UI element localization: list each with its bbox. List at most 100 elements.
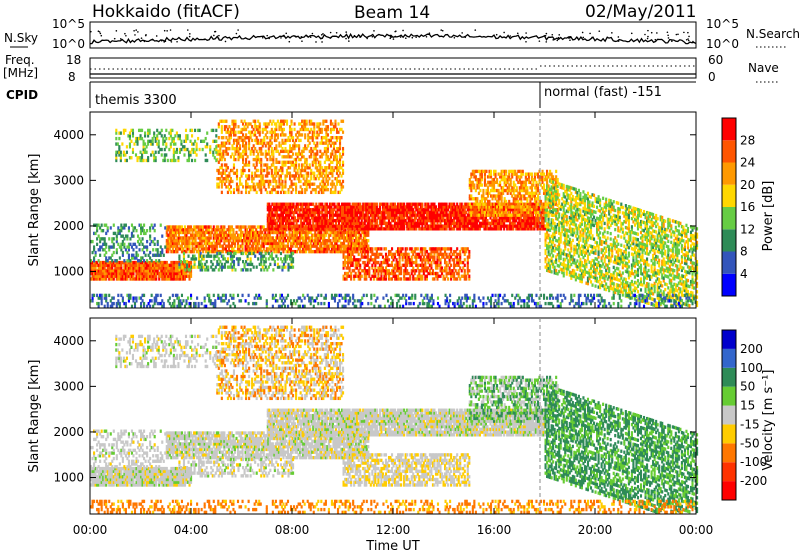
power-cell (255, 239, 258, 243)
nsearch-point (474, 29, 477, 31)
power-cell (310, 216, 313, 220)
power-cell (358, 230, 361, 235)
power-cell (397, 266, 400, 270)
power-cell (283, 218, 286, 223)
power-cell (507, 208, 510, 212)
power-cell (400, 202, 403, 206)
power-cell (466, 263, 469, 267)
power-cell (176, 263, 179, 267)
power-cell (390, 277, 394, 281)
power-cell (317, 233, 320, 237)
power-cell (173, 244, 176, 248)
power-cell (220, 185, 223, 189)
power-cell (525, 224, 528, 228)
power-cell (330, 230, 333, 235)
power-cell (339, 205, 342, 209)
power-cell (155, 274, 158, 278)
power-cell (246, 230, 249, 235)
power-cell (409, 277, 412, 281)
power-cell (433, 271, 436, 276)
power-cell (91, 274, 94, 278)
power-cell (133, 260, 137, 265)
power-cell (167, 263, 170, 267)
power-cell (275, 171, 278, 175)
power-cell (457, 213, 460, 217)
power-cell (257, 130, 260, 134)
power-cell (392, 213, 395, 217)
power-cell (289, 213, 292, 217)
power-cell (437, 218, 441, 223)
power-cell (193, 233, 196, 237)
power-cell (318, 205, 321, 209)
power-cell (120, 277, 123, 281)
power-cell (228, 133, 231, 137)
power-cell (463, 252, 466, 257)
power-cell (299, 244, 302, 248)
power-cell (260, 149, 263, 154)
power-cell (173, 228, 176, 232)
power-cell (418, 263, 421, 267)
power-cell (279, 125, 282, 129)
power-cell (354, 249, 357, 254)
power-cell (257, 127, 260, 132)
power-cell (126, 271, 129, 276)
power-cell (270, 122, 273, 126)
power-cell (228, 136, 231, 140)
power-cell (271, 218, 274, 223)
power-cell (469, 216, 472, 220)
power-cell (287, 152, 290, 156)
power-cell (212, 236, 215, 240)
power-cell (316, 216, 319, 220)
power-cell (295, 221, 298, 226)
power-cell (439, 247, 442, 251)
nsearch-point (283, 35, 285, 38)
power-cell (273, 138, 276, 143)
nsearch-point (224, 40, 227, 43)
power-cell (433, 247, 436, 251)
power-cell (158, 274, 161, 278)
power-cell (114, 269, 117, 273)
power-cell (257, 185, 260, 189)
power-cell (267, 247, 270, 251)
power-cell (251, 130, 254, 134)
power-cell (387, 258, 391, 262)
power-cell (246, 122, 249, 126)
power-cell (465, 224, 468, 228)
power-cell (317, 239, 320, 243)
power-cell (191, 228, 194, 232)
power-cell (353, 221, 356, 226)
power-cell (338, 244, 341, 248)
power-cell (153, 274, 156, 278)
power-cell (112, 263, 115, 267)
power-cell (283, 244, 287, 248)
power-cell (353, 230, 356, 235)
power-cell (457, 269, 460, 273)
power-cell (293, 146, 296, 151)
power-cell (203, 247, 206, 251)
power-cell (243, 236, 246, 240)
power-cell (434, 210, 438, 215)
power-cell (290, 210, 294, 215)
power-cell (232, 127, 236, 132)
power-cell (313, 218, 316, 223)
power-cell (466, 258, 469, 262)
power-cell (309, 239, 312, 243)
power-cell (267, 166, 270, 170)
power-cell (327, 205, 330, 209)
power-cell (127, 271, 130, 276)
power-cell (344, 208, 347, 212)
power-cell (295, 160, 298, 164)
power-cell (372, 213, 375, 217)
power-cell (524, 221, 527, 226)
power-cell (492, 205, 495, 209)
power-cell (271, 216, 274, 220)
power-cell (389, 252, 392, 257)
power-cell (365, 233, 368, 237)
power-cell (387, 274, 391, 278)
power-cell (143, 260, 146, 265)
power-cell (252, 247, 255, 251)
power-cell (268, 205, 271, 209)
power-cell (315, 241, 318, 246)
power-cell (453, 277, 456, 281)
power-cell (272, 205, 275, 209)
